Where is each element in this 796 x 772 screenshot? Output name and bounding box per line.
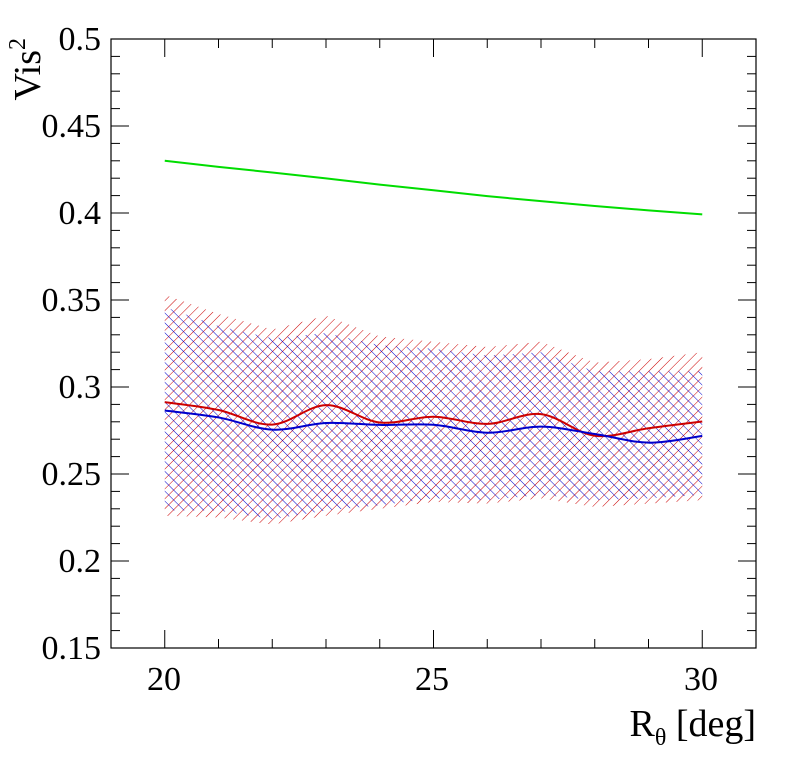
y-axis-title-superscript: 2	[5, 38, 31, 50]
x-axis-title: Rθ [deg]	[629, 703, 756, 751]
y-tick-label: 0.45	[42, 108, 102, 145]
y-tick-label: 0.5	[59, 21, 102, 58]
x-tick-label: 30	[684, 661, 718, 698]
x-axis-title-subscript: θ	[655, 725, 667, 751]
error-bands	[164, 294, 703, 525]
data-lines	[164, 159, 703, 444]
y-tick-label: 0.25	[42, 456, 102, 493]
y-tick-label: 0.35	[42, 282, 102, 319]
green-series-line	[164, 159, 703, 216]
y-tick-label: 0.15	[42, 630, 102, 667]
y-tick-label: 0.4	[59, 195, 102, 232]
blue-band	[164, 306, 703, 520]
axis-ticks	[110, 38, 757, 649]
y-axis-title: Vis2	[5, 38, 49, 101]
x-axis-title-rest: [deg]	[666, 703, 756, 745]
blue-series-line	[164, 409, 703, 444]
x-axis-title-main: R	[629, 703, 655, 745]
y-tick-label: 0.2	[59, 543, 102, 580]
x-tick-label: 25	[415, 661, 449, 698]
y-axis-title-main: Vis	[7, 50, 49, 101]
x-tick-label: 20	[147, 661, 181, 698]
y-tick-label: 0.3	[59, 369, 102, 406]
red-series-line	[164, 401, 703, 438]
